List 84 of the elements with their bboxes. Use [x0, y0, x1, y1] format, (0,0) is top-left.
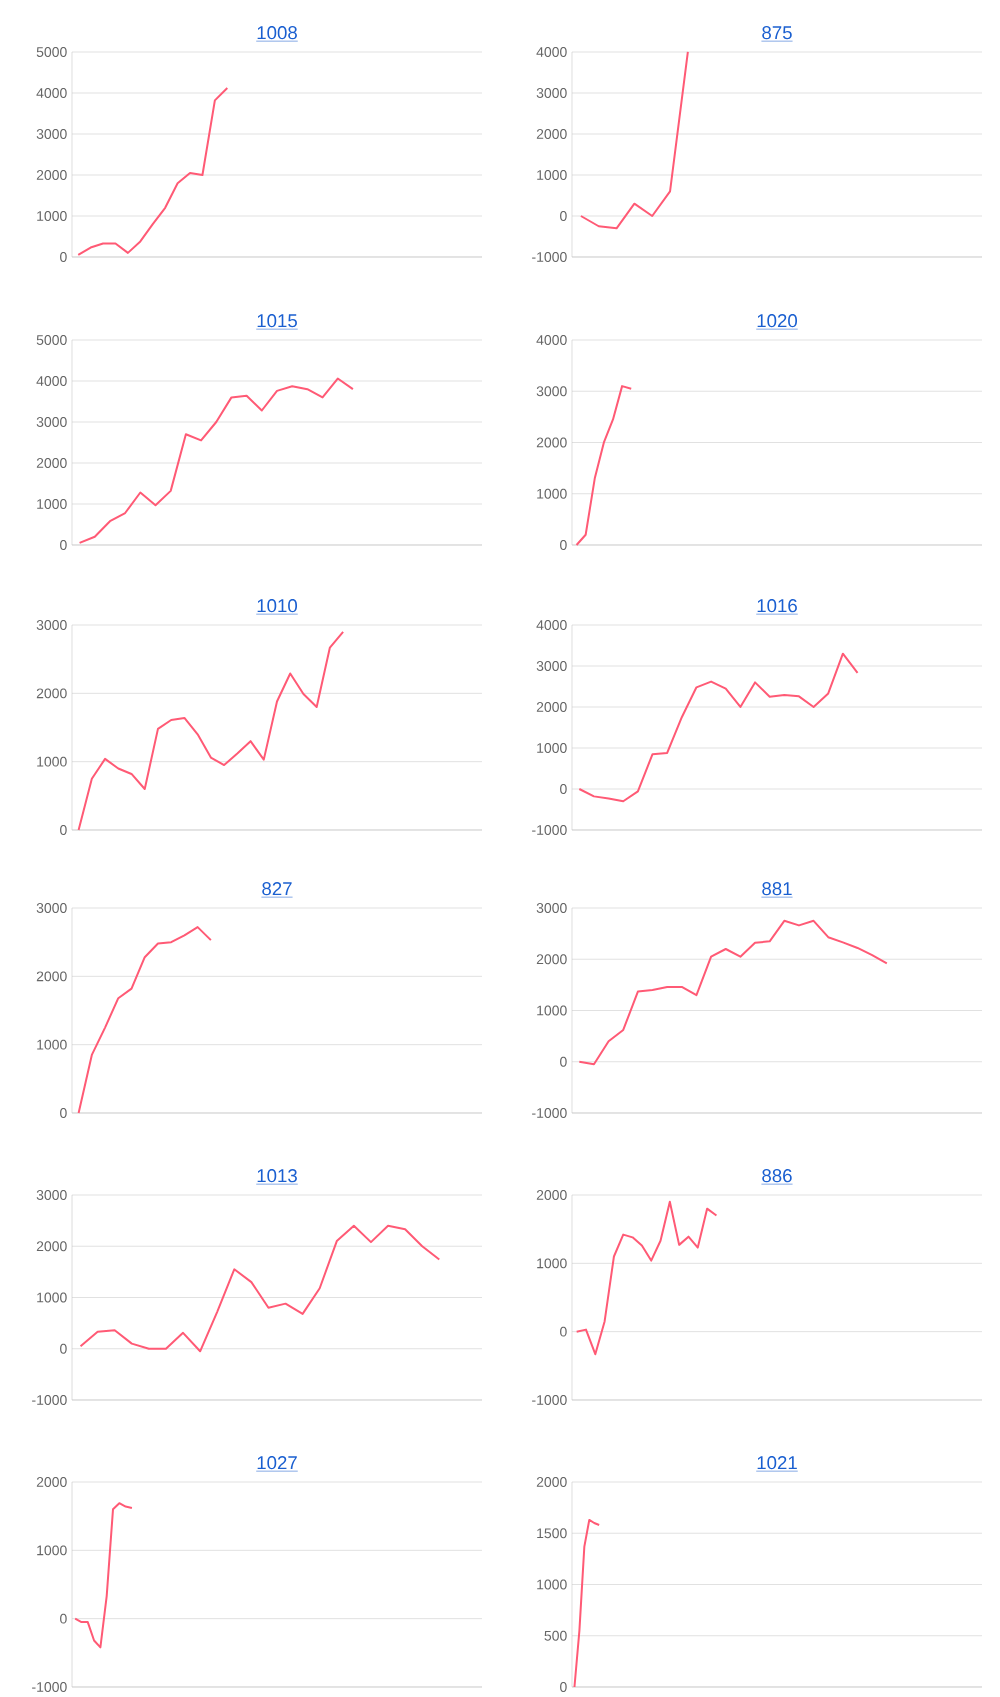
y-tick-label: -1000 — [532, 1108, 567, 1118]
line-series — [579, 51, 689, 230]
line-series — [575, 385, 633, 546]
y-tick-label: -1000 — [532, 252, 567, 262]
y-tick-label: 1000 — [37, 1292, 67, 1303]
line-series — [573, 1518, 601, 1688]
y-tick-label: 3000 — [536, 88, 567, 98]
y-tick-label: 5000 — [36, 47, 67, 57]
y-tick-label: 1500 — [537, 1528, 567, 1539]
y-tick-label: 3000 — [536, 386, 567, 397]
y-tick-label: -1000 — [532, 1395, 567, 1405]
chart-title: 1015 — [257, 314, 297, 328]
y-tick-label: 0 — [60, 540, 67, 550]
line-series — [79, 1224, 441, 1353]
y-tick-label: 1000 — [537, 1579, 567, 1590]
y-tick-label: 2000 — [536, 1477, 567, 1487]
y-tick-label: 0 — [560, 1056, 567, 1067]
line-series — [77, 926, 212, 1114]
y-tick-label: 1000 — [37, 1545, 67, 1556]
line-series — [575, 1200, 718, 1356]
y-tick-label: 1000 — [537, 1258, 567, 1269]
y-tick-label: 3000 — [36, 1190, 67, 1200]
y-tick-label: 2000 — [36, 1477, 67, 1487]
y-tick-label: 4000 — [536, 47, 567, 57]
y-tick-label: 1000 — [537, 170, 567, 180]
y-tick-label: 4000 — [36, 376, 67, 386]
y-tick-label: 0 — [560, 1326, 567, 1337]
y-tick-label: 0 — [60, 1108, 67, 1118]
y-tick-label: 3000 — [36, 903, 67, 913]
line-series — [77, 87, 229, 256]
chart-title: 1020 — [757, 314, 798, 328]
y-tick-label: 3000 — [536, 661, 567, 671]
y-tick-label: 1000 — [537, 743, 567, 753]
y-tick-label: 4000 — [36, 88, 67, 98]
chart-title: 881 — [762, 882, 792, 896]
y-tick-label: 2000 — [536, 954, 567, 965]
y-tick-label: 0 — [60, 825, 67, 835]
y-tick-label: -1000 — [32, 1682, 67, 1692]
y-tick-label: 4000 — [536, 335, 567, 345]
y-tick-label: -1000 — [32, 1395, 67, 1405]
y-tick-label: 2000 — [536, 437, 567, 448]
y-tick-label: 0 — [60, 1343, 67, 1354]
y-tick-label: 3000 — [36, 620, 67, 630]
chart-title: 827 — [262, 882, 292, 896]
y-tick-label: 0 — [560, 784, 567, 794]
chart-title: 875 — [762, 26, 792, 40]
y-tick-label: 2000 — [36, 971, 67, 982]
chart-title: 1013 — [257, 1169, 297, 1183]
y-tick-label: 1000 — [37, 1039, 67, 1050]
y-tick-label: 2000 — [36, 1241, 67, 1252]
line-series — [78, 377, 354, 544]
y-tick-label: 0 — [560, 1682, 567, 1692]
y-tick-label: 0 — [560, 211, 567, 221]
chart-title: 1016 — [757, 599, 797, 613]
y-tick-label: 2000 — [536, 1190, 567, 1200]
y-tick-label: 2000 — [36, 170, 67, 180]
y-tick-label: 1000 — [537, 488, 567, 499]
y-tick-label: 0 — [560, 540, 567, 550]
y-tick-label: 0 — [60, 252, 67, 262]
chart-title: 1010 — [257, 599, 298, 613]
y-tick-label: 3000 — [536, 903, 567, 913]
line-series — [578, 652, 859, 803]
y-tick-label: 3000 — [36, 417, 67, 427]
y-tick-label: 1000 — [537, 1005, 567, 1016]
line-series — [578, 919, 888, 1066]
y-tick-label: 1000 — [37, 756, 67, 767]
y-tick-label: 1000 — [37, 499, 67, 509]
chart-title: 1021 — [757, 1456, 797, 1470]
y-tick-label: 500 — [544, 1630, 567, 1641]
chart-title: 1027 — [257, 1456, 297, 1470]
line-series — [77, 630, 345, 831]
chart-title: 886 — [762, 1169, 792, 1183]
y-tick-label: 2000 — [536, 702, 567, 712]
chart-title: 1008 — [257, 26, 297, 40]
y-tick-label: 5000 — [36, 335, 67, 345]
line-series — [74, 1502, 133, 1649]
y-tick-label: 3000 — [36, 129, 67, 139]
y-tick-label: 4000 — [536, 620, 567, 630]
y-tick-label: 2000 — [36, 458, 67, 468]
y-tick-label: 2000 — [36, 688, 67, 699]
y-tick-label: 0 — [60, 1613, 67, 1624]
y-tick-label: 1000 — [37, 211, 67, 221]
y-tick-label: 2000 — [536, 129, 567, 139]
y-tick-label: -1000 — [532, 825, 567, 835]
